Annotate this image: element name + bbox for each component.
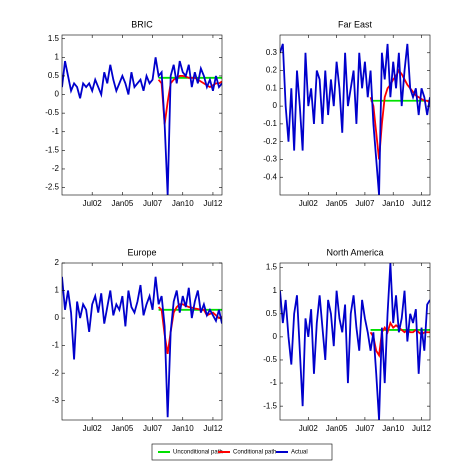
legend-label: Actual — [291, 450, 308, 456]
y-tick-label: -3 — [52, 396, 60, 405]
x-tick-label: Jul02 — [83, 424, 103, 433]
legend-box — [151, 443, 333, 461]
y-tick-label: -0.1 — [263, 119, 277, 128]
chart-title: North America — [326, 247, 383, 257]
y-tick-label: -1 — [270, 378, 278, 387]
y-tick-label: 0 — [273, 101, 278, 110]
series-line — [62, 276, 222, 418]
x-tick-label: Jul07 — [355, 199, 375, 208]
y-tick-label: 1.5 — [266, 263, 278, 272]
y-tick-label: 2 — [55, 258, 60, 267]
y-tick-label: -1.5 — [45, 145, 59, 154]
y-tick-label: -1 — [52, 341, 60, 350]
y-tick-label: 0.2 — [266, 66, 278, 75]
x-tick-label: Jan05 — [111, 424, 133, 433]
y-tick-label: 0.5 — [48, 71, 60, 80]
axes-frame — [61, 262, 223, 421]
y-tick-label: 1.5 — [48, 34, 60, 43]
series-line — [62, 57, 222, 195]
series-line — [280, 43, 430, 195]
x-tick-label: Jan10 — [382, 199, 404, 208]
axes-frame — [61, 34, 223, 196]
x-tick-label: Jul07 — [143, 199, 163, 208]
x-tick-label: Jul12 — [412, 199, 432, 208]
y-tick-label: -2 — [52, 164, 60, 173]
y-tick-label: 1 — [55, 286, 60, 295]
x-tick-label: Jul12 — [412, 424, 432, 433]
y-tick-label: 0 — [55, 313, 60, 322]
axes-frame — [279, 262, 431, 421]
axes-box — [62, 35, 222, 195]
x-tick-label: Jul02 — [299, 199, 319, 208]
axes-box — [62, 263, 222, 420]
y-tick-label: 0.1 — [266, 83, 278, 92]
x-tick-label: Jul07 — [143, 424, 163, 433]
x-tick-label: Jan05 — [111, 199, 133, 208]
legend: Unconditional path Conditional path Actual — [151, 443, 333, 461]
y-tick-label: -2.5 — [45, 183, 59, 192]
x-tick-label: Jul12 — [203, 199, 223, 208]
y-tick-label: 0 — [273, 332, 278, 341]
y-tick-label: -0.3 — [263, 155, 277, 164]
chart-title: BRIC — [131, 19, 153, 29]
legend-label: Unconditional path — [173, 450, 223, 456]
y-tick-label: 1 — [273, 286, 278, 295]
series-line — [280, 263, 430, 420]
y-tick-label: 0.3 — [266, 48, 278, 57]
x-tick-label: Jan05 — [326, 199, 348, 208]
y-tick-label: 1 — [55, 52, 60, 61]
y-tick-label: -2 — [52, 368, 60, 377]
axes-frame — [279, 34, 431, 196]
y-tick-label: -0.5 — [45, 108, 59, 117]
x-tick-label: Jan05 — [326, 424, 348, 433]
x-tick-label: Jul07 — [355, 424, 375, 433]
x-tick-label: Jul02 — [299, 424, 319, 433]
y-tick-label: -1 — [52, 127, 60, 136]
x-tick-label: Jan10 — [382, 424, 404, 433]
y-tick-label: 0.5 — [266, 309, 278, 318]
x-tick-label: Jan10 — [172, 199, 194, 208]
y-tick-label: -0.5 — [263, 355, 277, 364]
chart-title: Far East — [338, 19, 373, 29]
y-tick-label: -0.2 — [263, 137, 277, 146]
legend-label: Conditional path — [233, 450, 276, 456]
chart-title: Europe — [127, 247, 156, 257]
y-tick-label: -0.4 — [263, 172, 277, 181]
x-tick-label: Jul02 — [83, 199, 103, 208]
x-tick-label: Jul12 — [203, 424, 223, 433]
y-tick-label: -1.5 — [263, 401, 277, 410]
x-tick-label: Jan10 — [172, 424, 194, 433]
y-tick-label: 0 — [55, 90, 60, 99]
